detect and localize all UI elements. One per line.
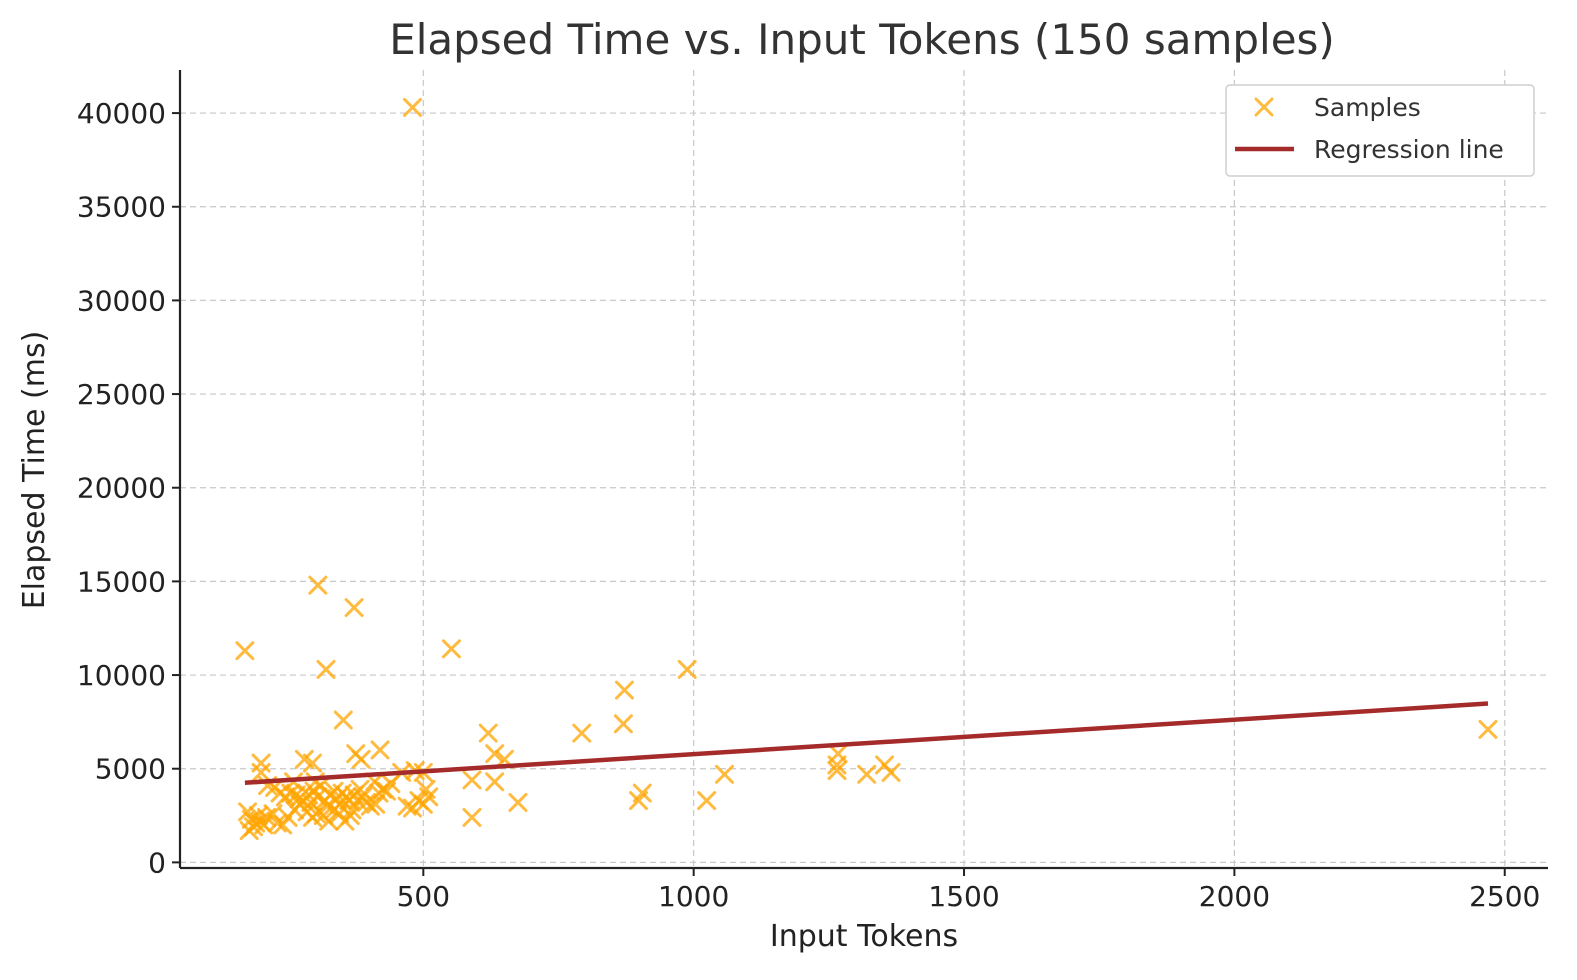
- data-point: [239, 821, 259, 841]
- data-point: [308, 575, 328, 595]
- data-point: [360, 796, 380, 816]
- regression-line: [244, 701, 1489, 786]
- ticks-layer: 500 1000 1500 2000 2500050001000015000200002…: [77, 97, 1540, 913]
- data-point: [319, 811, 339, 831]
- data-point: [316, 659, 336, 679]
- x-tick-label: 1000: [658, 880, 729, 913]
- data-point: [1478, 719, 1498, 739]
- data-point: [485, 744, 505, 764]
- y-tick-label: 15000: [77, 565, 166, 598]
- y-tick-label: 30000: [77, 284, 166, 317]
- data-point: [235, 641, 255, 661]
- data-point: [333, 710, 353, 730]
- data-point: [370, 740, 390, 760]
- data-point: [881, 762, 901, 782]
- chart-title: Elapsed Time vs. Input Tokens (150 sampl…: [389, 15, 1335, 64]
- data-point: [714, 764, 734, 784]
- data-point: [697, 791, 717, 811]
- y-axis-label: Elapsed Time (ms): [17, 331, 52, 610]
- data-point: [462, 770, 482, 790]
- x-tick-label: 500: [397, 880, 450, 913]
- data-point: [462, 807, 482, 827]
- legend-samples-x: [1254, 97, 1274, 117]
- data-point: [572, 723, 592, 743]
- y-tick-label: 25000: [77, 378, 166, 411]
- legend: Samples Regression line: [1225, 84, 1535, 177]
- y-tick-label: 35000: [77, 191, 166, 224]
- data-point: [366, 794, 386, 814]
- data-point: [478, 723, 498, 743]
- legend-label-regression: Regression line: [1314, 135, 1504, 164]
- x-tick-label: 1500: [928, 880, 999, 913]
- axes-layer: [178, 70, 1548, 870]
- x-tick-label: 2000: [1199, 880, 1270, 913]
- y-tick-label: 0: [148, 846, 166, 879]
- data-point: [403, 97, 423, 117]
- grid-layer: [180, 70, 1548, 868]
- data-point: [289, 789, 309, 809]
- data-point: [614, 680, 634, 700]
- y-tick-label: 40000: [77, 97, 166, 130]
- legend-label-samples: Samples: [1314, 93, 1421, 122]
- data-point: [397, 796, 417, 816]
- y-tick-label: 5000: [95, 753, 166, 786]
- data-point: [251, 762, 271, 782]
- data-point: [302, 753, 322, 773]
- data-point: [377, 781, 397, 801]
- data-point: [441, 639, 461, 659]
- y-tick-label: 10000: [77, 659, 166, 692]
- data-point: [677, 659, 697, 679]
- data-point: [351, 749, 371, 769]
- legend-samples-marker-icon: [1254, 97, 1274, 117]
- data-point: [827, 761, 847, 781]
- data-point: [403, 798, 423, 818]
- data-point: [485, 772, 505, 792]
- data-point: [613, 714, 633, 734]
- line-layer: [244, 701, 1489, 786]
- x-axis-label: Input Tokens: [770, 919, 958, 954]
- data-point: [267, 813, 287, 833]
- data-point: [508, 792, 528, 812]
- points-layer: [235, 97, 1498, 841]
- y-tick-label: 20000: [77, 472, 166, 505]
- data-point: [340, 806, 360, 826]
- data-point: [827, 755, 847, 775]
- x-tick-label: 2500: [1469, 880, 1540, 913]
- data-point: [344, 598, 364, 618]
- legend-box: [1225, 84, 1535, 177]
- data-point: [629, 791, 649, 811]
- data-point: [857, 764, 877, 784]
